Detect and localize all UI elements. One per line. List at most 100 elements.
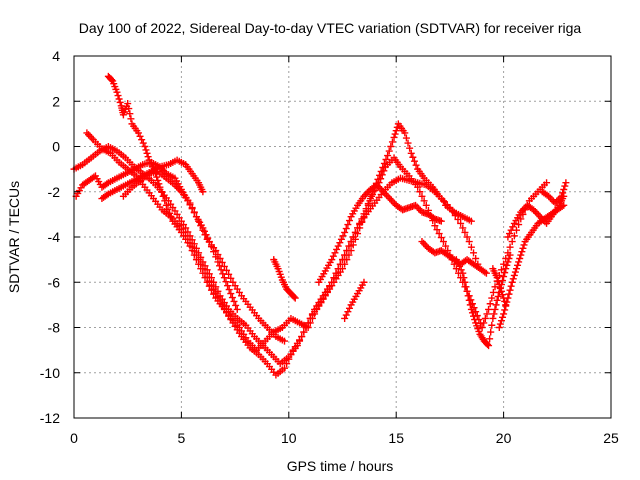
data-point: [464, 292, 472, 300]
data-point: [483, 340, 491, 348]
y-tick-label: -12: [40, 410, 60, 426]
data-point: [418, 192, 426, 200]
data-point: [331, 249, 339, 257]
data-point: [382, 156, 390, 164]
data-point: [142, 146, 150, 154]
axis-ticks: [73, 55, 612, 419]
y-axis-label: SDTVAR / TECUs: [6, 181, 22, 293]
series-0: [104, 72, 551, 379]
data-point: [492, 301, 500, 309]
data-point: [457, 219, 465, 227]
data-point: [347, 238, 355, 246]
data-point: [392, 127, 400, 135]
data-point: [155, 180, 163, 188]
data-point: [509, 275, 517, 283]
data-point: [342, 311, 350, 319]
data-point: [233, 305, 241, 313]
data-point: [302, 324, 310, 331]
data-point: [505, 254, 513, 262]
data-point: [328, 278, 336, 286]
data-point: [465, 238, 473, 246]
x-tick-label: 20: [496, 430, 512, 446]
data-point: [188, 236, 196, 244]
data-point: [561, 182, 569, 190]
data-point: [421, 241, 429, 249]
data-point: [224, 282, 232, 290]
data-point: [497, 287, 505, 295]
data-point: [486, 300, 494, 308]
data-point: [470, 312, 478, 320]
data-point: [300, 328, 308, 336]
data-point: [452, 256, 460, 264]
data-point: [290, 293, 298, 301]
data-point: [517, 251, 525, 259]
data-point: [232, 301, 240, 309]
data-point: [517, 215, 525, 223]
data-point: [463, 233, 471, 241]
data-point: [336, 239, 344, 247]
data-point: [83, 129, 91, 137]
data-point: [431, 222, 439, 230]
data-point: [493, 296, 501, 304]
data-point: [518, 248, 526, 256]
data-point: [387, 196, 395, 204]
data-point: [489, 288, 497, 296]
data-point: [138, 136, 146, 144]
data-point: [560, 185, 568, 193]
data-point: [478, 324, 486, 331]
data-point: [342, 225, 350, 233]
data-point: [291, 294, 299, 302]
data-point: [159, 192, 167, 200]
data-point: [362, 191, 370, 199]
data-point: [442, 242, 450, 250]
data-point: [467, 217, 475, 225]
data-point: [153, 173, 161, 181]
data-point: [533, 209, 541, 217]
data-point: [548, 196, 556, 204]
series-15: [538, 179, 570, 207]
data-point: [220, 262, 228, 270]
x-tick-label: 0: [70, 430, 78, 446]
y-tick-label: -6: [48, 274, 61, 290]
data-point: [507, 282, 515, 290]
data-point: [499, 291, 507, 299]
data-point: [334, 265, 342, 273]
data-point: [205, 270, 213, 278]
data-point: [126, 110, 134, 118]
data-point: [384, 152, 392, 160]
series-11: [452, 251, 514, 350]
data-point: [214, 251, 222, 259]
data-point: [293, 342, 301, 350]
data-point: [501, 306, 509, 314]
data-point: [388, 138, 396, 146]
data-point: [500, 310, 508, 318]
data-point: [377, 167, 385, 175]
series-10: [442, 201, 475, 225]
data-point: [402, 134, 410, 142]
data-point: [366, 197, 374, 205]
data-point: [127, 115, 135, 123]
data-point: [219, 270, 227, 278]
data-point: [495, 281, 503, 289]
data-point: [519, 244, 527, 252]
data-point: [471, 316, 479, 324]
data-point: [463, 287, 471, 295]
data-point: [491, 283, 499, 291]
series-9: [418, 238, 490, 277]
data-point: [413, 203, 421, 211]
x-tick-label: 10: [281, 430, 297, 446]
data-point: [333, 245, 341, 253]
data-point: [454, 259, 462, 267]
data-point: [381, 189, 389, 197]
data-point: [341, 251, 349, 259]
data-point: [344, 308, 352, 316]
data-point: [214, 287, 222, 295]
data-point: [345, 217, 353, 225]
data-point: [512, 265, 520, 273]
data-point: [344, 221, 352, 229]
data-point: [386, 195, 394, 203]
data-point: [197, 253, 205, 261]
data-point: [212, 247, 220, 255]
data-point: [410, 157, 418, 165]
